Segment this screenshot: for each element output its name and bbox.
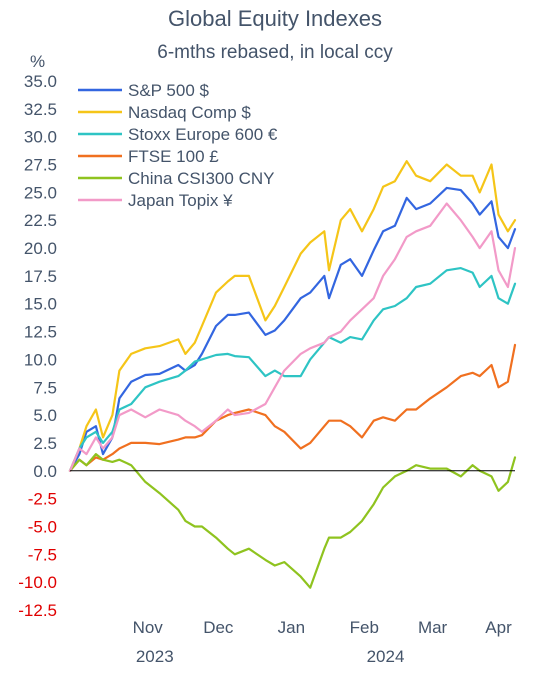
x-year-label: 2024 [367,647,405,666]
y-tick-label: 27.5 [24,156,57,175]
series-line-1 [68,160,517,472]
y-tick-label: -7.5 [28,545,57,564]
y-tick-label: 17.5 [24,267,57,286]
legend-label-4: China CSI300 CNY [128,169,274,188]
y-tick-label: 20.0 [24,239,57,258]
chart-subtitle: 6-mths rebased, in local ccy [157,42,393,63]
chart-title: Global Equity Indexes [167,6,383,31]
y-tick-label: -12.5 [18,601,57,620]
y-tick-label: 0.0 [33,462,57,481]
legend-label-5: Japan Topix ¥ [128,191,233,210]
y-tick-label: 32.5 [24,100,57,119]
legend-label-3: FTSE 100 £ [128,147,219,166]
x-tick-label: Mar [418,618,448,637]
series-line-0 [68,186,517,472]
y-tick-label: 15.0 [24,295,57,314]
x-tick-label: Nov [133,618,164,637]
y-tick-label: 2.5 [33,434,57,453]
y-tick-label: 5.0 [33,406,57,425]
x-axis-ticks: Nov Dec Jan Feb Mar Apr 2023 2024 [133,618,512,666]
y-axis-unit-label: % [30,52,46,71]
y-axis-ticks: 35.0 32.5 30.0 27.5 25.0 22.5 20.0 17.5 15.0 12.5… [18,72,57,620]
y-tick-label: 30.0 [24,128,57,147]
series-line-4 [68,453,517,589]
y-tick-label: 25.0 [24,183,57,202]
series-line-5 [68,202,517,472]
legend-label-0: S&P 500 $ [128,81,210,100]
y-tick-label: 7.5 [33,378,57,397]
series-lines [68,160,517,589]
x-year-label: 2023 [136,647,174,666]
y-tick-label: -5.0 [28,517,57,536]
legend-label-2: Stoxx Europe 600 € [128,125,278,144]
y-tick-label: 35.0 [24,72,57,91]
y-tick-label: -10.0 [18,573,57,592]
y-tick-label: -2.5 [28,490,57,509]
legend-label-1: Nasdaq Comp $ [128,103,251,122]
y-tick-label: 12.5 [24,323,57,342]
x-tick-label: Dec [203,618,234,637]
x-tick-label: Feb [350,618,379,637]
y-tick-label: 10.0 [24,350,57,369]
x-tick-label: Jan [278,618,305,637]
legend: S&P 500 $ Nasdaq Comp $ Stoxx Europe 600 €… [78,81,278,210]
series-line-3 [68,343,517,472]
y-tick-label: 22.5 [24,211,57,230]
x-tick-label: Apr [485,618,512,637]
series-line-2 [68,267,517,472]
